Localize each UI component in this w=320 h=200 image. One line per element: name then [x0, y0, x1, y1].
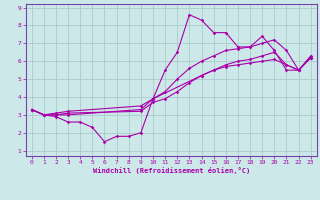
- X-axis label: Windchill (Refroidissement éolien,°C): Windchill (Refroidissement éolien,°C): [92, 167, 250, 174]
